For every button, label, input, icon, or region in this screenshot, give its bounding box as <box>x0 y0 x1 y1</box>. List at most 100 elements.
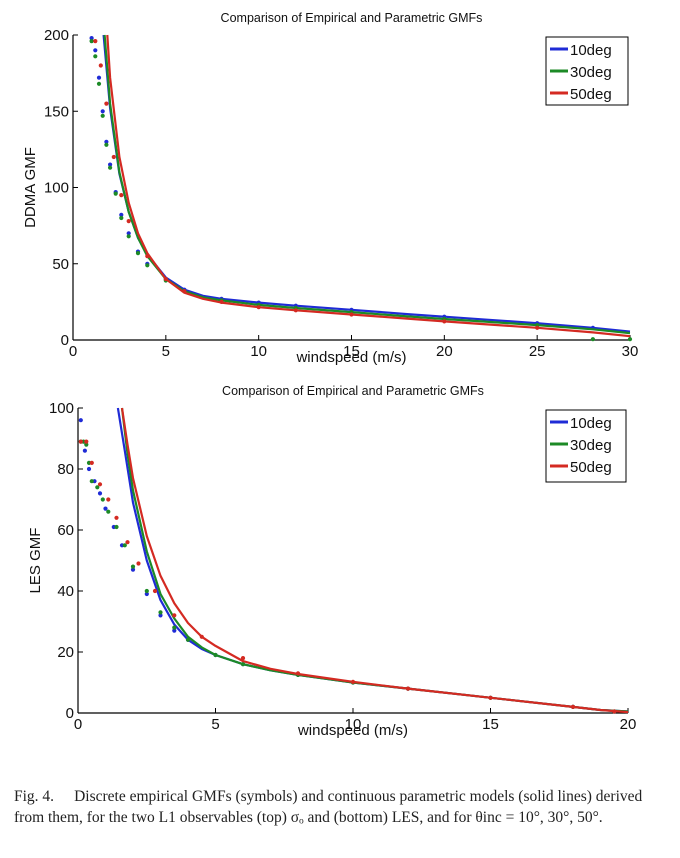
chart-0-series-0-point <box>104 139 109 144</box>
chart-1-series-0-point <box>78 418 83 423</box>
chart-1-series-1-point <box>122 543 127 548</box>
chart-0-series-2-point <box>293 308 298 313</box>
chart-1-series-0-point <box>172 628 177 633</box>
chart-1-y-tick-label: 80 <box>57 461 74 478</box>
chart-1-x-axis-label: windspeed (m/s) <box>297 722 408 739</box>
chart-0-y-tick-label: 200 <box>44 27 69 44</box>
chart-1-series-0-point <box>82 448 87 453</box>
caption-label: Fig. 4. <box>14 788 55 805</box>
chart-0-series-2-point <box>256 305 261 310</box>
chart-0-series-1-point <box>100 113 105 118</box>
chart-1-series-2-point <box>295 671 301 676</box>
chart-1-series-2-point <box>199 634 204 639</box>
chart-0-series-0-point <box>89 36 94 41</box>
chart-1-series-2-point <box>172 613 177 618</box>
chart-0-series-2-point <box>126 219 131 224</box>
chart-1-series-1-point <box>89 479 94 484</box>
chart-0-y-tick-label: 150 <box>44 103 69 120</box>
chart-1-legend-label: 10deg <box>570 415 612 432</box>
chart-1-series-1-point <box>172 625 177 630</box>
chart-1-x-tick-label: 0 <box>74 716 82 733</box>
chart-1-series-2-point <box>97 482 103 487</box>
chart-1-series-1-point <box>158 610 163 615</box>
chart-1-x-tick-label: 10 <box>345 716 362 733</box>
chart-1-title: Comparison of Empirical and Parametric G… <box>222 384 484 398</box>
chart-1-y-tick-label: 100 <box>49 400 74 417</box>
chart-0-x-tick-label: 20 <box>436 343 453 360</box>
chart-1-y-tick-label: 20 <box>57 644 74 661</box>
chart-0-series-2-point <box>104 101 109 106</box>
chart-1-series-1-point <box>84 442 89 447</box>
chart-0-legend-label: 10deg <box>570 42 612 59</box>
chart-0-series-1-point <box>96 81 102 86</box>
chart-1-series-2-point <box>240 656 246 661</box>
chart-0-x-tick-label: 10 <box>250 343 267 360</box>
figure-caption: Fig. 4. Discrete empirical GMFs (symbols)… <box>14 786 666 828</box>
chart-1-series-0-point <box>97 491 103 496</box>
chart-0-title: Comparison of Empirical and Parametric G… <box>221 11 483 25</box>
chart-0-x-tick-label: 0 <box>69 343 77 360</box>
chart-1-series-1-point <box>144 588 149 594</box>
chart-1-legend-label: 30deg <box>570 437 612 454</box>
chart-0-x-axis-label: windspeed (m/s) <box>295 349 406 366</box>
chart-1-series-1-point <box>240 662 246 667</box>
chart-0-series-0-point <box>96 75 102 80</box>
chart-1-x-tick-label: 20 <box>620 716 637 733</box>
chart-1-series-0-point <box>130 567 136 572</box>
chart-0-series-2-point <box>145 254 150 259</box>
chart-0-series-2-point <box>535 325 540 330</box>
chart-0-series-1-point <box>590 337 596 342</box>
chart-1-series-0-point <box>103 506 108 511</box>
chart-1-series-2-point <box>78 439 83 444</box>
chart-0-series-2-point <box>442 319 447 324</box>
chart-0-series-1-point <box>89 39 94 44</box>
chart-0-x-tick-label: 5 <box>162 343 170 360</box>
caption-text: Discrete empirical GMFs (symbols) and co… <box>14 788 643 826</box>
chart-0-x-tick-label: 15 <box>343 343 360 360</box>
chart-1-series-2-point <box>570 704 576 710</box>
chart-0-series-1-point <box>627 337 633 342</box>
chart-1-series-2-point <box>612 709 617 714</box>
chart-1-series-1-point <box>100 497 105 502</box>
chart-1-series-1-point <box>95 485 100 490</box>
chart-1-series-2-point <box>89 460 94 465</box>
chart-0-y-axis-label: DDMA GMF <box>22 147 39 228</box>
chart-1-series-2-line <box>120 407 629 714</box>
chart-1-y-tick-label: 60 <box>57 522 74 539</box>
chart-0-y-tick-label: 50 <box>52 256 69 273</box>
chart-1-series-2-point <box>350 679 356 685</box>
chart-1-series-2-point <box>106 497 111 502</box>
chart-0-series-1-point <box>135 251 141 256</box>
chart-1-series-1-point <box>106 509 111 514</box>
chart-1-series-1-point <box>130 564 136 569</box>
chart-0-series-1-point <box>104 142 109 147</box>
chart-1-series-2-point <box>114 515 119 520</box>
chart-1-x-tick-label: 5 <box>211 716 219 733</box>
chart-0-x-tick-label: 30 <box>622 343 639 360</box>
chart-0-series-2-point <box>182 289 187 294</box>
chart-0-series-1-point <box>126 234 131 239</box>
chart-1-series-2-point <box>125 540 130 545</box>
chart-1-series-2-point <box>152 588 158 594</box>
chart-0-series-0-point <box>93 48 98 53</box>
chart-0-series-2-point <box>93 39 98 44</box>
chart-0-series-1-point <box>108 165 113 170</box>
chart-0-y-tick-label: 100 <box>44 180 69 197</box>
chart-0-series-1-point <box>145 263 150 268</box>
chart-1-series-2-point <box>84 439 89 444</box>
chart-1-legend-label: 50deg <box>570 459 612 476</box>
chart-0-series-0-point <box>100 109 105 114</box>
chart-0-series-2-point <box>219 299 224 304</box>
chart-1-series-0-point <box>158 613 163 618</box>
chart-1-y-tick-label: 40 <box>57 583 74 600</box>
chart-0-series-2-point <box>349 312 354 317</box>
chart-0-series-0-point <box>119 212 124 217</box>
chart-1-series-2-point <box>405 686 411 691</box>
chart-0-series-2-point <box>98 63 103 68</box>
chart-0-series-2-point <box>111 154 116 160</box>
figure: Comparison of Empirical and Parametric G… <box>22 11 639 739</box>
chart-0-series-0-point <box>108 162 113 167</box>
chart-1-series-0-point <box>144 591 149 597</box>
chart-0-series-2-point <box>119 193 124 198</box>
chart-0-legend-label: 30deg <box>570 64 612 81</box>
